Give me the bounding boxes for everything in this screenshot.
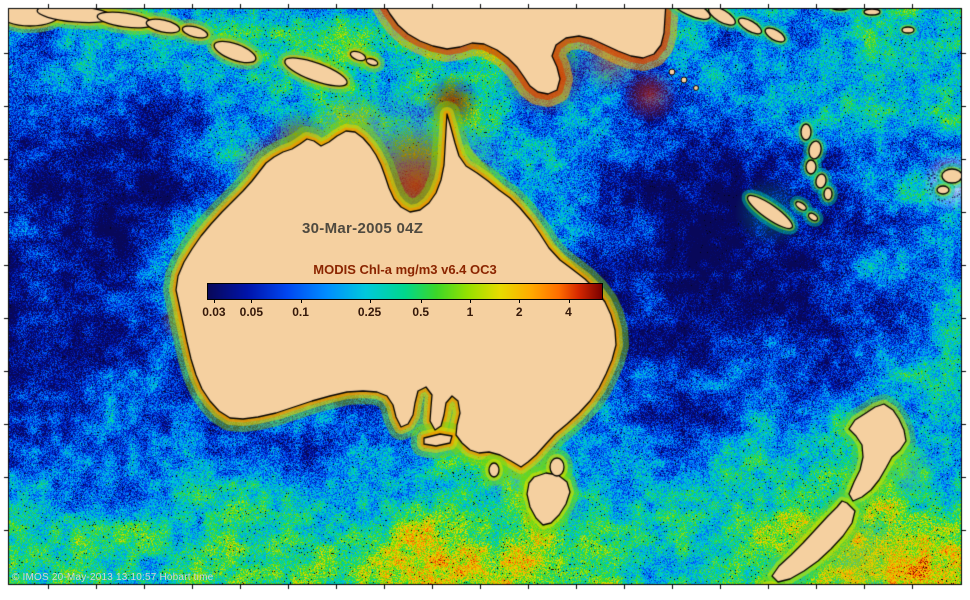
credit-text: © IMOS 20-May-2013 13:10:57 Hobart time (12, 572, 213, 583)
colorbar-tick-label: 0.25 (358, 305, 381, 319)
colorbar-tick-label: 0.03 (202, 305, 225, 319)
colorbar-tick-label: 1 (467, 305, 474, 319)
colorbar-tick (519, 299, 520, 303)
colorbar-title: MODIS Chl-a mg/m3 v6.4 OC3 (207, 262, 603, 277)
colorbar-tick (569, 299, 570, 303)
colorbar-tick-label: 0.1 (292, 305, 309, 319)
colorbar-tick (470, 299, 471, 303)
colorbar-tick (370, 299, 371, 303)
colorbar-tick (301, 299, 302, 303)
colorbar-tick-label: 4 (565, 305, 572, 319)
date-label: 30-Mar-2005 04Z (302, 220, 423, 237)
colorbar-tick (251, 299, 252, 303)
colorbar-tick-label: 0.5 (412, 305, 429, 319)
chlorophyll-map-figure: 30-Mar-2005 04Z MODIS Chl-a mg/m3 v6.4 O… (0, 0, 970, 600)
colorbar-tick-label: 0.05 (240, 305, 263, 319)
colorbar-tick-label: 2 (516, 305, 523, 319)
map-canvas (0, 0, 970, 600)
colorbar-tick (214, 299, 215, 303)
colorbar-tick (421, 299, 422, 303)
colorbar: 0.03 0.05 0.1 0.25 0.5 1 2 4 (207, 283, 603, 300)
